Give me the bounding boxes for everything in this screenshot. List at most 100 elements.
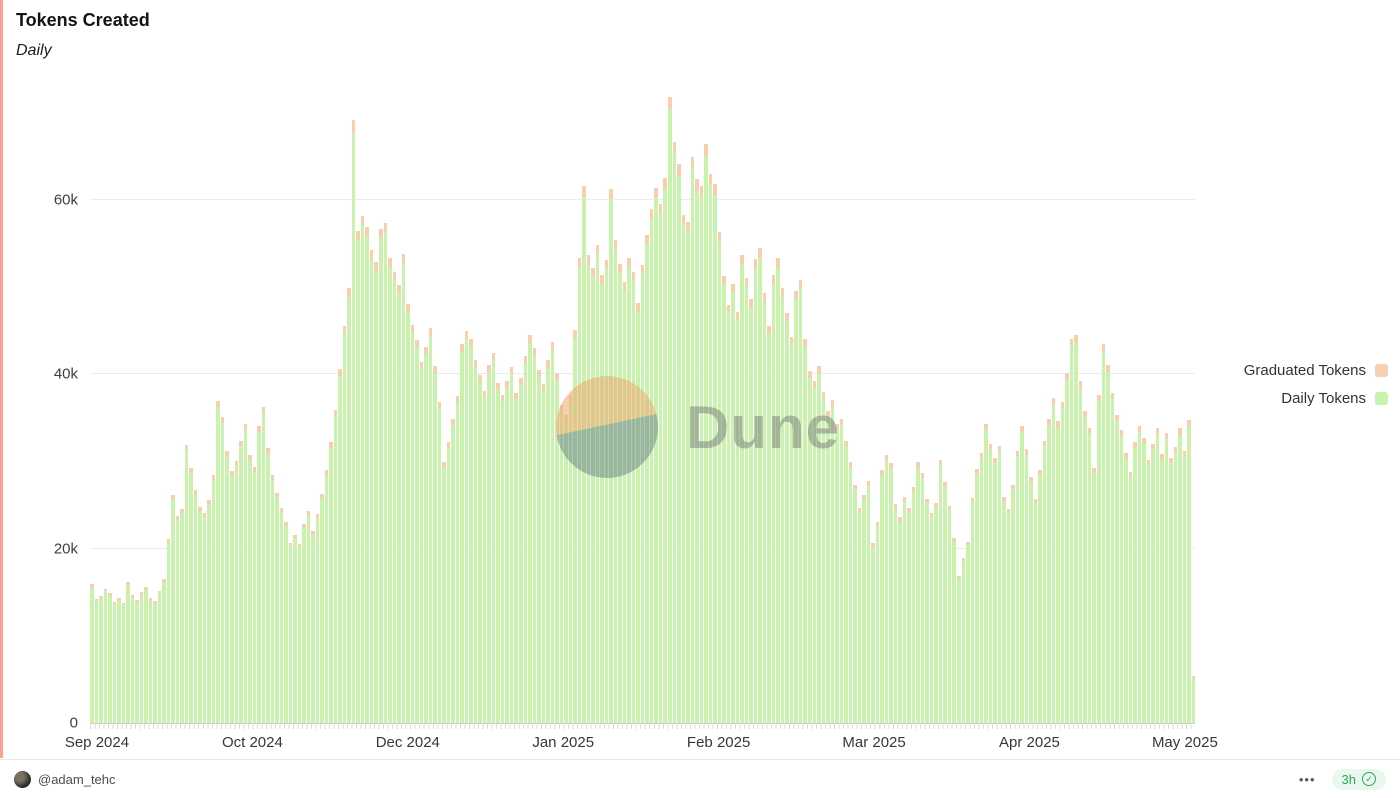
- bar[interactable]: [957, 78, 961, 723]
- bar[interactable]: [320, 78, 324, 723]
- bar[interactable]: [482, 78, 487, 723]
- bar[interactable]: [925, 78, 929, 723]
- bar[interactable]: [415, 78, 419, 723]
- bar[interactable]: [1124, 78, 1128, 723]
- bar[interactable]: [410, 78, 415, 723]
- bar[interactable]: [1142, 78, 1146, 723]
- bar[interactable]: [1182, 78, 1187, 723]
- bar[interactable]: [848, 78, 853, 723]
- bar[interactable]: [663, 78, 667, 723]
- bar[interactable]: [857, 78, 862, 723]
- bar[interactable]: [1087, 78, 1092, 723]
- bar[interactable]: [99, 78, 103, 723]
- bar[interactable]: [613, 78, 618, 723]
- bar[interactable]: [1146, 78, 1151, 723]
- bar[interactable]: [839, 78, 844, 723]
- bar[interactable]: [929, 78, 934, 723]
- bar[interactable]: [239, 78, 243, 723]
- bar[interactable]: [1169, 78, 1173, 723]
- bar[interactable]: [853, 78, 857, 723]
- refresh-status-badge[interactable]: 3h ✓: [1331, 768, 1386, 790]
- bar[interactable]: [902, 78, 907, 723]
- bar[interactable]: [1029, 78, 1033, 723]
- bar[interactable]: [762, 78, 767, 723]
- bar[interactable]: [677, 78, 681, 723]
- bar[interactable]: [518, 78, 523, 723]
- bar[interactable]: [645, 78, 649, 723]
- bar[interactable]: [288, 78, 293, 723]
- bar[interactable]: [591, 78, 595, 723]
- bar[interactable]: [681, 78, 686, 723]
- bar[interactable]: [460, 78, 464, 723]
- bar[interactable]: [690, 78, 695, 723]
- bar[interactable]: [627, 78, 631, 723]
- bar[interactable]: [1151, 78, 1155, 723]
- bar[interactable]: [135, 78, 139, 723]
- bar[interactable]: [1164, 78, 1169, 723]
- bar[interactable]: [695, 78, 699, 723]
- bar[interactable]: [333, 78, 338, 723]
- bar[interactable]: [893, 78, 898, 723]
- bar[interactable]: [979, 78, 984, 723]
- bar[interactable]: [699, 78, 704, 723]
- bar[interactable]: [464, 78, 469, 723]
- bar[interactable]: [604, 78, 609, 723]
- bar[interactable]: [586, 78, 591, 723]
- author-avatar[interactable]: [14, 770, 31, 788]
- bar[interactable]: [216, 78, 220, 723]
- bar[interactable]: [397, 78, 401, 723]
- bar[interactable]: [356, 78, 360, 723]
- bar[interactable]: [798, 78, 803, 723]
- bar[interactable]: [1096, 78, 1101, 723]
- bar[interactable]: [306, 78, 311, 723]
- bar[interactable]: [1024, 78, 1029, 723]
- bar[interactable]: [780, 78, 785, 723]
- bar[interactable]: [184, 78, 189, 723]
- bar[interactable]: [984, 78, 988, 723]
- bar[interactable]: [451, 78, 455, 723]
- bar[interactable]: [162, 78, 166, 723]
- bar[interactable]: [744, 78, 749, 723]
- bar[interactable]: [383, 78, 388, 723]
- bar[interactable]: [108, 78, 112, 723]
- bar[interactable]: [771, 78, 776, 723]
- bar[interactable]: [993, 78, 997, 723]
- bar[interactable]: [130, 78, 135, 723]
- bar[interactable]: [884, 78, 889, 723]
- bar[interactable]: [731, 78, 735, 723]
- bar[interactable]: [365, 78, 369, 723]
- bar[interactable]: [564, 78, 568, 723]
- bar[interactable]: [1002, 78, 1006, 723]
- bar[interactable]: [229, 78, 234, 723]
- bar[interactable]: [735, 78, 740, 723]
- bar[interactable]: [347, 78, 351, 723]
- bar[interactable]: [1187, 78, 1191, 723]
- bar[interactable]: [636, 78, 640, 723]
- bar[interactable]: [315, 78, 320, 723]
- bar[interactable]: [144, 78, 148, 723]
- bar[interactable]: [785, 78, 789, 723]
- bar[interactable]: [1065, 78, 1069, 723]
- bar[interactable]: [166, 78, 171, 723]
- bar[interactable]: [753, 78, 758, 723]
- bar[interactable]: [916, 78, 920, 723]
- bar[interactable]: [243, 78, 248, 723]
- legend-item-graduated-tokens[interactable]: Graduated Tokens: [1244, 356, 1388, 384]
- bar[interactable]: [202, 78, 207, 723]
- bar[interactable]: [1074, 78, 1078, 723]
- bar[interactable]: [686, 78, 690, 723]
- bar[interactable]: [284, 78, 288, 723]
- bar[interactable]: [139, 78, 144, 723]
- bar[interactable]: [180, 78, 184, 723]
- author-handle[interactable]: @adam_tehc: [38, 771, 116, 787]
- bar[interactable]: [1128, 78, 1133, 723]
- plot-area[interactable]: 0 20k 40k 60k: [54, 78, 1196, 732]
- bar[interactable]: [582, 78, 586, 723]
- bar[interactable]: [880, 78, 884, 723]
- bar[interactable]: [153, 78, 157, 723]
- bar[interactable]: [1011, 78, 1015, 723]
- bar[interactable]: [496, 78, 500, 723]
- bar[interactable]: [505, 78, 509, 723]
- bar[interactable]: [261, 78, 266, 723]
- bar[interactable]: [419, 78, 424, 723]
